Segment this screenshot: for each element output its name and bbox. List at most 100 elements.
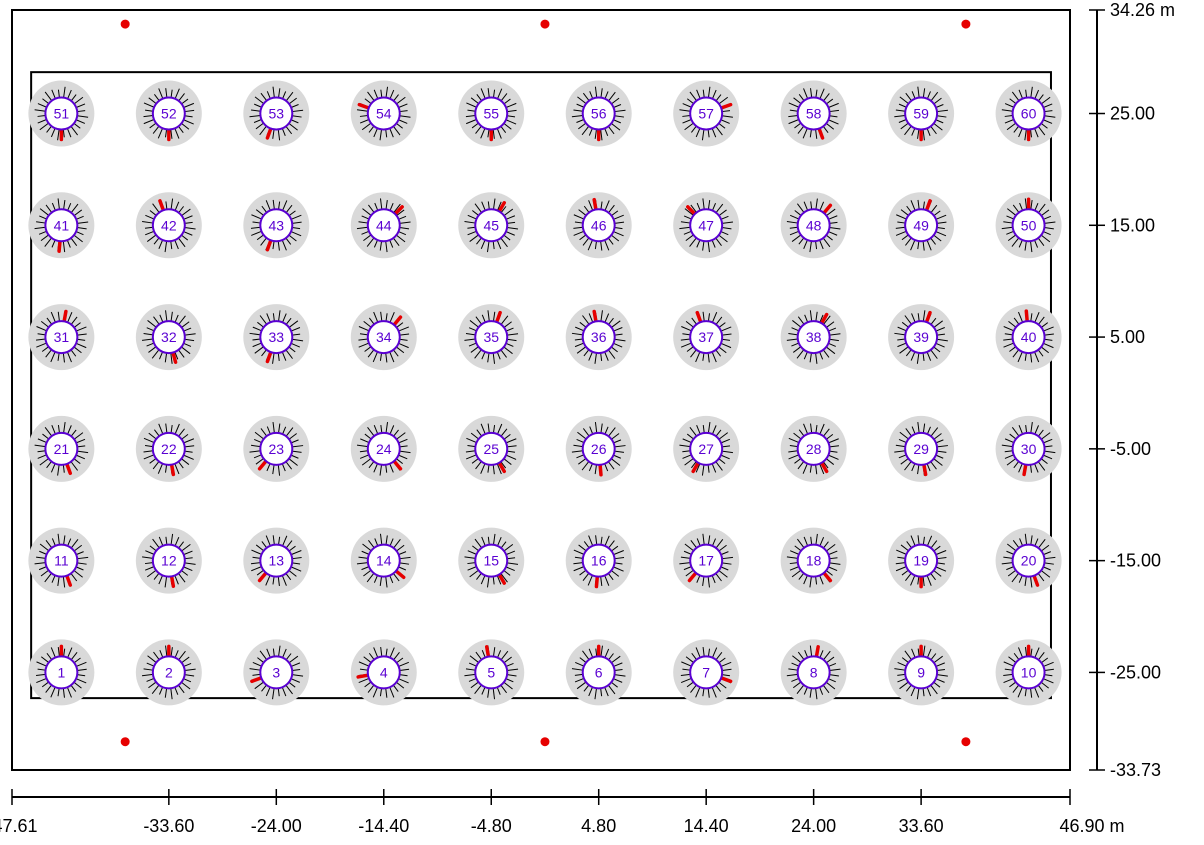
tick-line — [45, 684, 52, 693]
tick-line — [143, 454, 155, 460]
highlight-line — [924, 199, 932, 213]
tick-line — [1006, 230, 1014, 235]
tick-line — [57, 352, 60, 361]
tick-line — [594, 86, 598, 98]
tick-line — [464, 338, 476, 341]
tick-line — [695, 647, 701, 658]
tick-line — [358, 556, 368, 559]
tick-line — [571, 668, 583, 671]
tick-line — [685, 569, 694, 577]
tick-line — [897, 673, 906, 676]
tick-line — [910, 351, 916, 361]
tick-line — [1043, 438, 1053, 444]
highlight-line — [65, 573, 73, 587]
highlight-line — [158, 199, 166, 213]
seat-ring — [474, 320, 509, 355]
seat-ring — [366, 96, 401, 131]
tick-line — [1041, 657, 1049, 664]
tick-line — [611, 433, 620, 440]
tick-line — [815, 241, 818, 250]
seat: 8 — [780, 639, 847, 706]
tick-line — [153, 237, 160, 245]
tick-line — [901, 234, 909, 241]
tick-line — [895, 444, 906, 448]
tick-line — [143, 102, 155, 108]
seat: 27 — [673, 415, 740, 482]
tick-line — [70, 237, 78, 246]
tick-line — [62, 576, 66, 588]
tick-line — [933, 122, 943, 131]
tick-line — [922, 352, 925, 361]
tick-line — [149, 458, 157, 464]
seat-ring — [44, 208, 79, 243]
tick-line — [368, 461, 375, 469]
tick-line — [389, 425, 395, 435]
highlight-line — [922, 462, 928, 477]
seat: 17 — [673, 527, 740, 594]
tick-line — [829, 557, 838, 560]
tick-line — [707, 688, 710, 698]
tick-line — [810, 201, 813, 210]
tick-line — [290, 104, 299, 108]
tick-line — [604, 575, 610, 586]
seat-number: 10 — [1021, 664, 1037, 680]
tick-line — [828, 454, 839, 460]
tick-line — [398, 119, 408, 124]
tick-line — [1034, 538, 1039, 547]
tick-line — [819, 650, 824, 658]
tick-line — [261, 684, 267, 692]
tick-line — [272, 86, 275, 98]
tick-line — [70, 94, 77, 102]
tick-line — [720, 438, 731, 444]
tick-line — [711, 687, 717, 698]
tick-line — [1040, 346, 1049, 354]
tick-line — [1037, 237, 1045, 246]
seat-number: 57 — [698, 106, 714, 122]
tick-line — [707, 352, 710, 363]
tick-line — [594, 352, 597, 364]
tick-line — [894, 450, 906, 453]
seat: 25 — [458, 415, 525, 482]
tick-line — [35, 673, 46, 677]
tick-line — [1041, 209, 1050, 217]
tick-line — [819, 314, 824, 323]
tick-line — [159, 314, 164, 323]
tick-line — [798, 429, 805, 437]
highlight-line — [392, 315, 403, 327]
tick-line — [935, 214, 947, 220]
tick-line — [174, 463, 180, 475]
tick-line — [600, 352, 603, 361]
tick-line — [253, 454, 262, 459]
tick-line — [917, 313, 920, 322]
tick-line — [469, 655, 479, 663]
tick-line — [497, 536, 502, 547]
tick-line — [1013, 652, 1020, 660]
tick-line — [396, 681, 405, 689]
tick-line — [825, 458, 835, 465]
tick-line — [911, 648, 916, 658]
tick-line — [178, 93, 185, 102]
tick-line — [290, 439, 299, 444]
tick-line — [480, 88, 486, 99]
tick-line — [904, 650, 912, 660]
highlight-line — [1032, 573, 1040, 587]
tick-line — [930, 91, 939, 102]
tick-line — [608, 427, 616, 437]
tick-line — [36, 661, 47, 667]
tick-line — [487, 129, 490, 138]
tick-line — [470, 97, 479, 105]
seat-number: 11 — [54, 553, 69, 569]
tick-line — [583, 684, 590, 692]
tick-line — [715, 573, 722, 582]
tick-line — [380, 424, 383, 434]
tick-line — [290, 214, 302, 220]
tick-line — [389, 647, 395, 658]
tick-line — [149, 545, 157, 552]
tick-line — [282, 91, 287, 99]
tick-line — [469, 234, 479, 242]
tick-line — [170, 352, 173, 364]
tick-line — [1001, 109, 1013, 112]
tick-line — [170, 241, 173, 250]
tick-line — [44, 91, 53, 102]
seat-number: 45 — [483, 217, 499, 233]
